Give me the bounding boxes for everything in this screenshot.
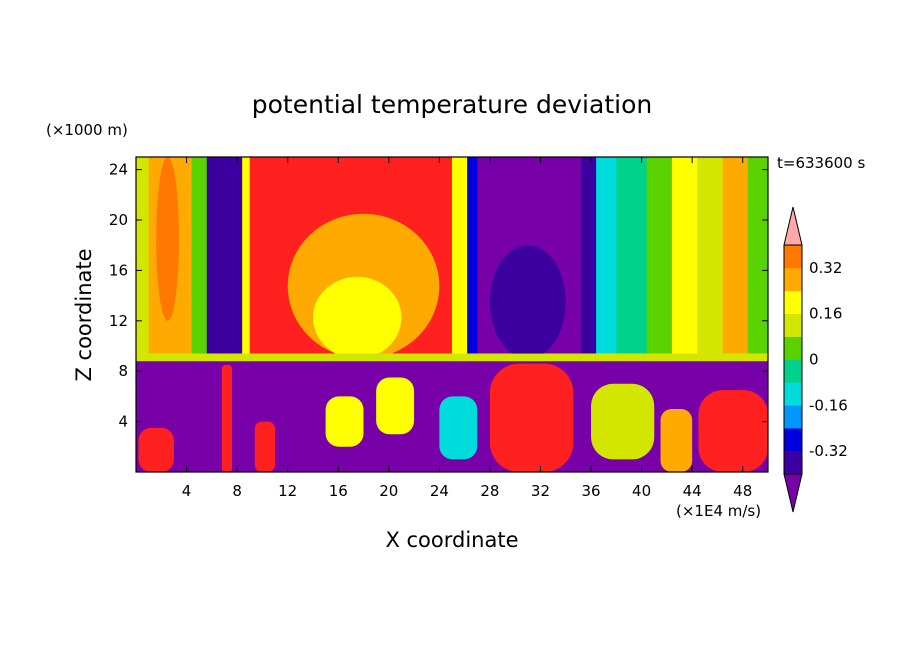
x-tick-label: 44 xyxy=(683,482,702,500)
lower-feature xyxy=(138,427,174,472)
y-axis-label: Z coordinate xyxy=(72,248,96,381)
lower-feature xyxy=(376,377,415,435)
colorbar-segment xyxy=(784,245,802,269)
upper-column xyxy=(467,157,478,354)
lower-feature xyxy=(325,396,364,447)
upper-column xyxy=(136,157,150,354)
lower-feature xyxy=(591,383,655,460)
colorbar-bottom-arrow xyxy=(783,473,803,513)
x-tick-label: 20 xyxy=(379,482,398,500)
y-tick-label: 4 xyxy=(118,413,128,431)
time-label: t=633600 s xyxy=(777,154,865,172)
upper-column xyxy=(580,157,597,354)
colorbar-segment xyxy=(784,451,802,475)
upper-column xyxy=(616,157,648,354)
colorbar: 0.32 0.16 0 -0.16 -0.32 xyxy=(783,206,848,513)
x-tick-label: 28 xyxy=(480,482,499,500)
y-tick-label: 16 xyxy=(109,261,128,279)
colorbar-segment xyxy=(784,267,802,292)
colorbar-top-arrow xyxy=(783,206,803,246)
y-tick-label: 8 xyxy=(118,362,128,380)
y-tick-label: 12 xyxy=(109,312,128,330)
lower-feature xyxy=(660,409,693,472)
upper-column xyxy=(452,157,468,354)
x-tick-label: 8 xyxy=(232,482,242,500)
x-tick-label: 4 xyxy=(182,482,192,500)
x-tick-label: 48 xyxy=(733,482,752,500)
upper-column xyxy=(206,157,243,354)
colorbar-segment xyxy=(784,428,802,452)
x-tick-label: 16 xyxy=(329,482,348,500)
y-tick-label: 24 xyxy=(109,161,128,179)
x-tick-label: 24 xyxy=(430,482,449,500)
colorbar-frame xyxy=(783,244,803,475)
colorbar-label: -0.16 xyxy=(809,396,848,414)
lower-feature xyxy=(698,390,768,472)
x-tick-label: 12 xyxy=(278,482,297,500)
lower-feature xyxy=(439,396,478,460)
x-tick-label: 32 xyxy=(531,482,550,500)
colorbar-segment xyxy=(784,382,802,406)
upper-feature xyxy=(312,276,402,359)
inversion-layer xyxy=(136,353,768,362)
colorbar-label: -0.32 xyxy=(809,442,848,460)
x-tick-label: 36 xyxy=(581,482,600,500)
lower-feature xyxy=(221,364,233,472)
upper-column xyxy=(596,157,617,354)
colorbar-label: 0 xyxy=(809,351,819,369)
x-unit-label: (×1E4 m/s) xyxy=(676,502,761,520)
lower-feature xyxy=(254,421,276,472)
upper-column xyxy=(191,157,208,354)
plot-frame xyxy=(135,156,769,473)
colorbar-segment xyxy=(784,336,802,360)
x-axis-label: X coordinate xyxy=(385,528,518,552)
colorbar-segment xyxy=(784,290,802,314)
upper-column xyxy=(747,157,768,354)
chart-title: potential temperature deviation xyxy=(252,90,652,119)
upper-feature xyxy=(489,245,566,359)
colorbar-label: 0.32 xyxy=(809,259,842,277)
contour-field xyxy=(136,157,768,472)
upper-column xyxy=(697,157,723,354)
y-unit-label: (×1000 m) xyxy=(46,121,128,139)
colorbar-segment xyxy=(784,405,802,429)
y-tick-label: 20 xyxy=(109,211,128,229)
colorbar-label: 0.16 xyxy=(809,305,842,323)
upper-column xyxy=(722,157,749,354)
colorbar-segment xyxy=(784,313,802,337)
upper-column xyxy=(242,157,251,354)
colorbar-segment xyxy=(784,359,802,383)
upper-column xyxy=(173,157,193,354)
upper-column xyxy=(671,157,698,354)
upper-feature xyxy=(156,157,179,321)
lower-feature xyxy=(489,363,574,472)
upper-column xyxy=(646,157,673,354)
x-tick-label: 40 xyxy=(632,482,651,500)
